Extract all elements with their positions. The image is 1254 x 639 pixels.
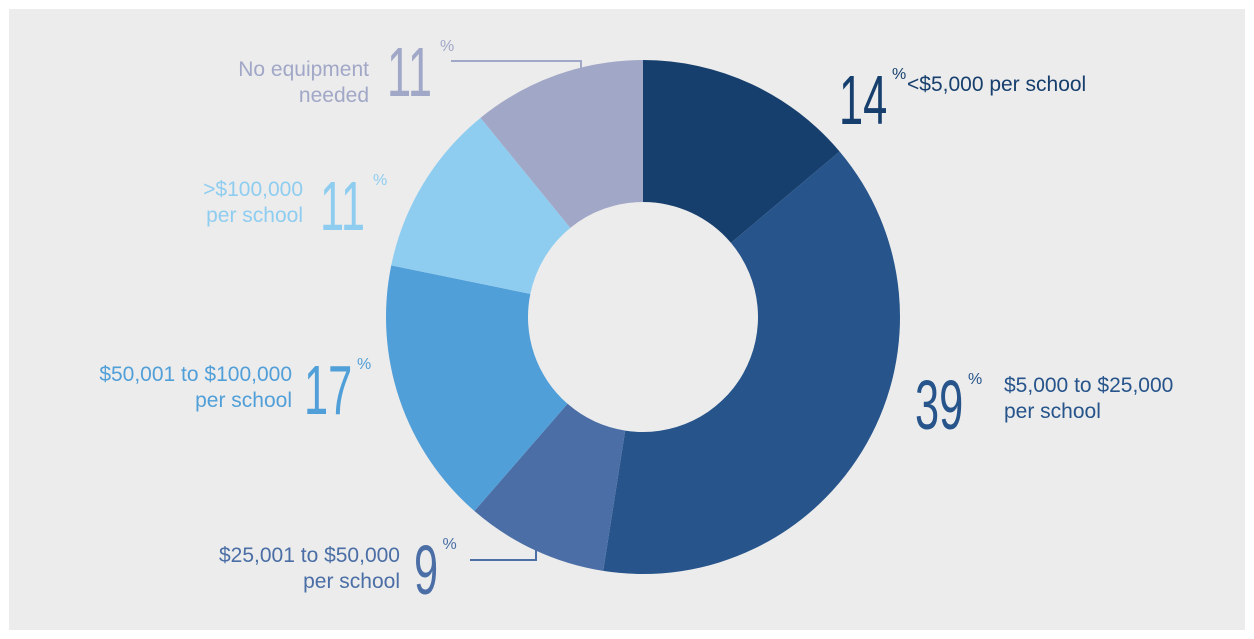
slice-value: 17 [304, 351, 352, 429]
chart-panel: 14% <$5,000 per school 39% $5,000 to $25,00… [9, 9, 1245, 630]
donut-slice-5 [391, 117, 571, 294]
donut-slice-4 [386, 265, 568, 511]
percent-sign: % [373, 172, 387, 189]
slice-value: 11 [387, 33, 432, 111]
slice-category-label: per school [1004, 400, 1101, 423]
slice-label-2: 39% $5,000 to $25,000 per school [915, 366, 1173, 444]
slice-category-label: No equipment [238, 58, 369, 81]
slice-category-label: per school [206, 204, 303, 227]
slice-value: 39 [915, 366, 963, 444]
donut-slice-1 [643, 60, 840, 243]
slice-label-3: 9 % $25,001 to $50,000 per school [219, 531, 537, 610]
slice-label-6: 11 % No equipment needed [238, 33, 582, 112]
leader-line [451, 60, 582, 71]
percent-sign: % [443, 536, 457, 553]
slice-label-4: 17 % $50,001 to $100,000 per school [99, 351, 371, 429]
slice-category-label: <$5,000 per school [907, 73, 1086, 96]
slice-value: 14 [839, 61, 887, 139]
slice-category-label: $50,001 to $100,000 [99, 363, 292, 386]
donut-slice-2 [603, 151, 900, 574]
percent-sign: % [892, 66, 906, 83]
slice-label-5: 11 % >$100,000 per school [203, 167, 387, 245]
slice-label-1: 14% <$5,000 per school [839, 61, 1086, 139]
slice-category-label: $25,001 to $50,000 [219, 544, 400, 567]
slice-category-label: per school [303, 570, 400, 593]
slice-category-label: $5,000 to $25,000 [1004, 374, 1173, 397]
donut-slice-6 [480, 60, 643, 228]
percent-sign: % [440, 38, 454, 55]
slice-value: 9 [414, 531, 438, 609]
slice-value: 11 [320, 167, 365, 245]
percent-sign: % [968, 371, 982, 388]
slice-category-label: needed [299, 84, 369, 107]
leader-line [470, 547, 537, 561]
donut-slice-3 [474, 403, 626, 571]
slice-category-label: per school [195, 389, 292, 412]
percent-sign: % [357, 356, 371, 373]
slice-category-label: >$100,000 [203, 178, 303, 201]
